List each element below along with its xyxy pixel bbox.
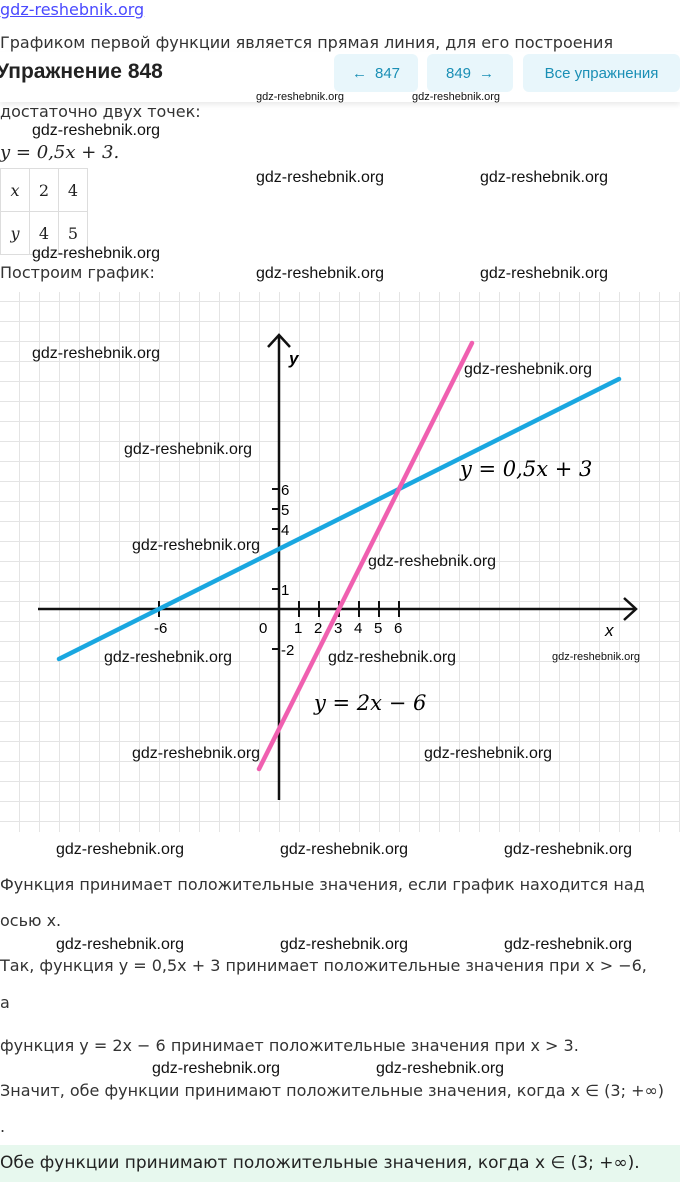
- series-line: [56, 376, 622, 662]
- watermark: gdz-reshebnik.org: [152, 1060, 281, 1077]
- y-axis-label: y: [288, 349, 300, 368]
- prev-label: 847: [374, 64, 401, 82]
- watermark: gdz-reshebnik.org: [56, 841, 185, 858]
- watermark: gdz-reshebnik.org: [480, 265, 609, 282]
- watermark: gdz-reshebnik.org: [32, 245, 161, 262]
- watermark: gdz-reshebnik.org: [132, 537, 261, 554]
- watermark: gdz-reshebnik.org: [256, 265, 385, 282]
- watermark: gdz-reshebnik.org: [280, 936, 409, 953]
- series-line: [256, 340, 475, 772]
- answer-box: Обе функции принимают положительные знач…: [0, 1145, 680, 1182]
- paragraph: функция y = 2x − 6 принимает положительн…: [0, 1036, 579, 1055]
- y-tick-label: 1: [281, 582, 289, 599]
- watermark: gdz-reshebnik.org: [132, 745, 261, 762]
- paragraph: Функция принимает положительные значения…: [0, 875, 645, 894]
- arrow-left-icon: ←: [351, 64, 367, 82]
- x-tick-label: 3: [334, 620, 342, 637]
- x-tick-label: 0: [259, 620, 267, 637]
- watermark: gdz-reshebnik.org: [56, 936, 185, 953]
- watermark: gdz-reshebnik.org: [280, 841, 409, 858]
- paragraph: .: [0, 1117, 6, 1136]
- cell: x: [0, 168, 30, 212]
- watermark: gdz-reshebnik.org: [552, 651, 641, 663]
- watermark: gdz-reshebnik.org: [256, 169, 385, 186]
- build-text: Построим график:: [0, 263, 155, 282]
- watermark: gdz-reshebnik.org: [412, 91, 501, 103]
- y-axis-arrow: [267, 333, 291, 348]
- page-title: Упражнение 848: [0, 60, 163, 83]
- arrow-right-icon: →: [479, 64, 495, 82]
- x-tick-label: 1: [294, 620, 302, 637]
- equation: y = 0,5x + 3.: [0, 142, 120, 163]
- all-exercises-button[interactable]: Все упражнения: [523, 54, 680, 92]
- intro-cut-text: достаточно двух точек:: [0, 102, 201, 121]
- watermark: gdz-reshebnik.org: [376, 1060, 505, 1077]
- y-tick-label: -2: [281, 642, 294, 659]
- watermark: gdz-reshebnik.org: [464, 361, 593, 378]
- prev-exercise-button[interactable]: ← 847: [334, 54, 418, 92]
- x-tick-label: 5: [374, 620, 382, 637]
- x-axis-arrow: [623, 597, 638, 621]
- watermark: gdz-reshebnik.org: [424, 745, 553, 762]
- watermark: gdz-reshebnik.org: [32, 122, 161, 139]
- series-label: y = 2x − 6: [313, 691, 426, 715]
- watermark: gdz-reshebnik.org: [504, 841, 633, 858]
- paragraph: осью x.: [0, 911, 62, 930]
- watermark: gdz-reshebnik.org: [256, 91, 345, 103]
- paragraph: а: [0, 993, 10, 1012]
- next-label: 849: [445, 64, 472, 82]
- paragraph: Так, функция y = 0,5x + 3 принимает поло…: [0, 956, 647, 975]
- watermark: gdz-reshebnik.org: [104, 649, 233, 666]
- watermark: gdz-reshebnik.org: [328, 649, 457, 666]
- cell: 5: [58, 211, 88, 255]
- x-tick-label: 2: [314, 620, 322, 637]
- cell: 2: [29, 168, 59, 212]
- series-label: y = 0,5x + 3: [459, 457, 592, 481]
- watermark: gdz-reshebnik.org: [32, 345, 161, 362]
- x-axis-label: x: [604, 621, 614, 640]
- next-exercise-button[interactable]: 849 →: [427, 54, 513, 92]
- graph-area: [0, 292, 680, 832]
- paragraph: Значит, обе функции принимают положитель…: [0, 1081, 665, 1100]
- watermark: gdz-reshebnik.org: [480, 169, 609, 186]
- watermark: gdz-reshebnik.org: [124, 441, 253, 458]
- x-tick-label: 4: [354, 620, 362, 637]
- y-tick-label: 6: [281, 482, 289, 499]
- sticky-header: Упражнение 848 ← 847 849 → Все упражнения: [0, 52, 680, 102]
- site-link[interactable]: gdz-reshebnik.org: [0, 0, 145, 19]
- intro-text: Графиком первой функции является прямая …: [0, 33, 614, 52]
- x-tick-label: 6: [394, 620, 402, 637]
- watermark: gdz-reshebnik.org: [504, 936, 633, 953]
- x-tick-label: -6: [154, 620, 167, 637]
- cell: y: [0, 211, 30, 255]
- y-tick-label: 4: [281, 522, 289, 539]
- y-tick-label: 5: [281, 502, 289, 519]
- watermark: gdz-reshebnik.org: [368, 553, 497, 570]
